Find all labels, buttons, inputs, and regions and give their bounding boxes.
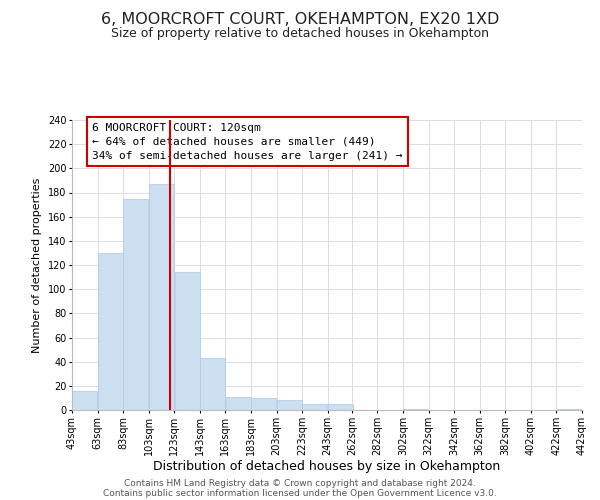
Bar (328, 404, 353, 410)
Bar (98, 253, 123, 410)
Bar (403, 409, 428, 410)
Bar (226, 396, 251, 410)
Text: 6 MOORCROFT COURT: 120sqm
← 64% of detached houses are smaller (449)
34% of semi: 6 MOORCROFT COURT: 120sqm ← 64% of detac… (92, 123, 403, 161)
X-axis label: Distribution of detached houses by size in Okehampton: Distribution of detached houses by size … (154, 460, 500, 473)
Bar (251, 398, 276, 410)
Bar (302, 404, 328, 410)
Bar (277, 400, 302, 410)
Text: Size of property relative to detached houses in Okehampton: Size of property relative to detached ho… (111, 28, 489, 40)
Bar (73, 390, 97, 410)
Y-axis label: Number of detached properties: Number of detached properties (32, 178, 42, 352)
Bar (200, 358, 225, 410)
Text: Contains public sector information licensed under the Open Government Licence v3: Contains public sector information licen… (103, 488, 497, 498)
Bar (124, 198, 148, 410)
Bar (557, 409, 581, 410)
Bar (149, 184, 174, 410)
Text: Contains HM Land Registry data © Crown copyright and database right 2024.: Contains HM Land Registry data © Crown c… (124, 478, 476, 488)
Bar (175, 272, 199, 410)
Text: 6, MOORCROFT COURT, OKEHAMPTON, EX20 1XD: 6, MOORCROFT COURT, OKEHAMPTON, EX20 1XD (101, 12, 499, 28)
